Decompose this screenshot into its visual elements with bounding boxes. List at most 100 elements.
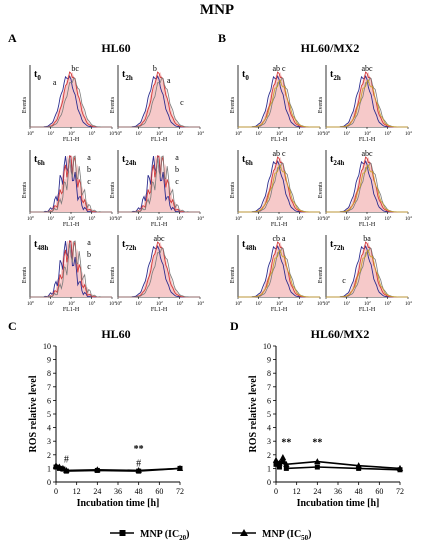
- hist-a-2h-time: t2h: [122, 69, 133, 82]
- hist-a-2h-tick-label: 100: [115, 130, 122, 137]
- hist-a-48h-tick-label: 104: [109, 300, 116, 307]
- hist-b-72h-ylabel: Events: [318, 266, 324, 283]
- hist-a-2h-xlabel: FL1-H: [151, 137, 168, 143]
- hist-a-24h-label-b: b: [175, 165, 179, 174]
- chart-c-annotation: **: [134, 444, 144, 455]
- chart-d-ytick-label: 3: [267, 437, 271, 446]
- hist-b-6h-label-abc: ab c: [272, 149, 286, 158]
- hist-a-72h-ylabel: Events: [110, 266, 116, 283]
- chart-d-ytick-label: 6: [267, 396, 271, 405]
- hist-a-48h-ylabel: Events: [22, 266, 28, 283]
- hist-a-24h-time: t24h: [122, 154, 136, 167]
- chart-d-point-triangle: [276, 459, 283, 466]
- hist-a-48h-time: t48h: [34, 239, 48, 252]
- chart-d-ytick-label: 1: [267, 464, 271, 473]
- chart-d-ytick-label: 5: [267, 410, 271, 419]
- chart-c-point-triangle: [135, 466, 142, 473]
- hist-b-72h-label-c: c: [342, 276, 346, 285]
- hist-a-0-time: t0: [34, 69, 41, 82]
- hist-b-48h-xlabel: FL1-H: [271, 307, 288, 313]
- hist-b-0-time: t0: [242, 69, 249, 82]
- hist-a-72h-tick-label: 101: [136, 300, 143, 307]
- chart-c-ytick-label: 3: [47, 437, 51, 446]
- chart-d-point-triangle: [272, 456, 280, 463]
- chart-d-point-square: [314, 464, 320, 470]
- hist-a-2h-curve-c: [118, 77, 200, 128]
- hist-a-24h-curve-c: [118, 155, 200, 213]
- hist-a-6h-label-c: c: [87, 177, 91, 186]
- hist-a-6h-time: t6h: [34, 154, 45, 167]
- chart-d-point-square: [273, 461, 279, 467]
- hist-b-2h-time: t2h: [330, 69, 341, 82]
- hist-b-48h-ylabel: Events: [230, 266, 236, 283]
- panel-title-a: HL60: [101, 41, 130, 55]
- chart-c-annotation: #: [64, 454, 69, 465]
- hist-a-24h-xlabel: FL1-H: [151, 222, 168, 228]
- chart-d-ytick-label: 4: [267, 424, 271, 433]
- hist-a-48h-fill: [30, 241, 112, 297]
- chart-d-ytick-label: 10: [263, 342, 271, 351]
- hist-a-48h-xlabel: FL1-H: [63, 307, 80, 313]
- hist-a-24h-tick-label: 101: [136, 215, 143, 222]
- hist-a-0-tick-label: 101: [48, 130, 55, 137]
- hist-b-2h-tick-label: 101: [344, 130, 351, 137]
- hist-a-6h-curve-c: [30, 155, 112, 213]
- hist-a-72h-tick-label: 102: [156, 300, 163, 307]
- hist-a-0-label-a: a: [53, 78, 57, 87]
- chart-d-point-triangle: [279, 454, 287, 461]
- hist-b-72h-tick-label: 102: [364, 300, 371, 307]
- hist-b-2h-curve-d: [326, 79, 408, 128]
- hist-a-0-xlabel: FL1-H: [63, 137, 80, 143]
- panel-title-d: HL60/MX2: [311, 327, 370, 341]
- hist-b-0-fill: [238, 71, 320, 127]
- chart-c-xtick-label: 24: [93, 487, 101, 496]
- chart-c-ytick-label: 8: [47, 369, 51, 378]
- hist-b-48h-tick-label: 103: [297, 300, 304, 307]
- hist-b-24h-tick-label: 100: [323, 215, 330, 222]
- chart-c-ytick-label: 5: [47, 410, 51, 419]
- hist-b-72h-tick-label: 103: [385, 300, 392, 307]
- hist-b-24h-tick-label: 102: [364, 215, 371, 222]
- chart-c-ytick-label: 0: [47, 478, 51, 487]
- hist-a-0-curve-c: [30, 77, 112, 128]
- hist-a-72h-tick-label: 100: [115, 300, 122, 307]
- hist-b-6h-tick-label: 100: [235, 215, 242, 222]
- hist-b-48h-tick-label: 100: [235, 300, 242, 307]
- hist-a-6h-tick-label: 104: [109, 215, 116, 222]
- hist-b-2h-label-abc: abc: [361, 64, 373, 73]
- figure-title: MNP: [199, 2, 235, 18]
- chart-d-ytick-label: 9: [267, 356, 271, 365]
- panel-letter-d: D: [230, 319, 239, 333]
- hist-b-24h-label-abc: abc: [361, 149, 373, 158]
- hist-b-6h-time: t6h: [242, 154, 253, 167]
- hist-b-0-curve-d: [238, 79, 320, 128]
- chart-d-xtick-label: 48: [355, 487, 363, 496]
- hist-b-72h-tick-label: 101: [344, 300, 351, 307]
- hist-a-48h-tick-label: 101: [48, 300, 55, 307]
- chart-d-ytick-label: 0: [267, 478, 271, 487]
- panel-title-b: HL60/MX2: [301, 41, 360, 55]
- hist-b-72h-curve-d: [326, 249, 408, 298]
- hist-a-2h-tick-label: 103: [177, 130, 184, 137]
- chart-c-ylabel: ROS relative level: [28, 375, 39, 452]
- hist-b-24h-tick-label: 101: [344, 215, 351, 222]
- chart-c-annotation: #: [136, 458, 141, 469]
- chart-c-ytick-label: 2: [47, 451, 51, 460]
- hist-b-24h-tick-label: 103: [385, 215, 392, 222]
- hist-b-72h-xlabel: FL1-H: [359, 307, 376, 313]
- hist-b-72h-tick-label: 100: [323, 300, 330, 307]
- chart-c-ytick-label: 10: [43, 342, 51, 351]
- hist-a-72h-time: t72h: [122, 239, 136, 252]
- hist-a-6h-ylabel: Events: [22, 181, 28, 198]
- hist-a-2h-label-c: c: [180, 98, 184, 107]
- hist-b-24h-fill: [326, 156, 408, 212]
- chart-d-annotation: **: [312, 437, 322, 448]
- hist-b-0-xlabel: FL1-H: [271, 137, 288, 143]
- hist-a-6h-tick-label: 102: [68, 215, 75, 222]
- chart-d-ytick-label: 7: [267, 383, 271, 392]
- chart-c-xtick-label: 72: [176, 487, 184, 496]
- chart-d-series-line-2: [275, 455, 401, 470]
- hist-a-48h-tick-label: 100: [27, 300, 34, 307]
- hist-b-24h-xlabel: FL1-H: [359, 222, 376, 228]
